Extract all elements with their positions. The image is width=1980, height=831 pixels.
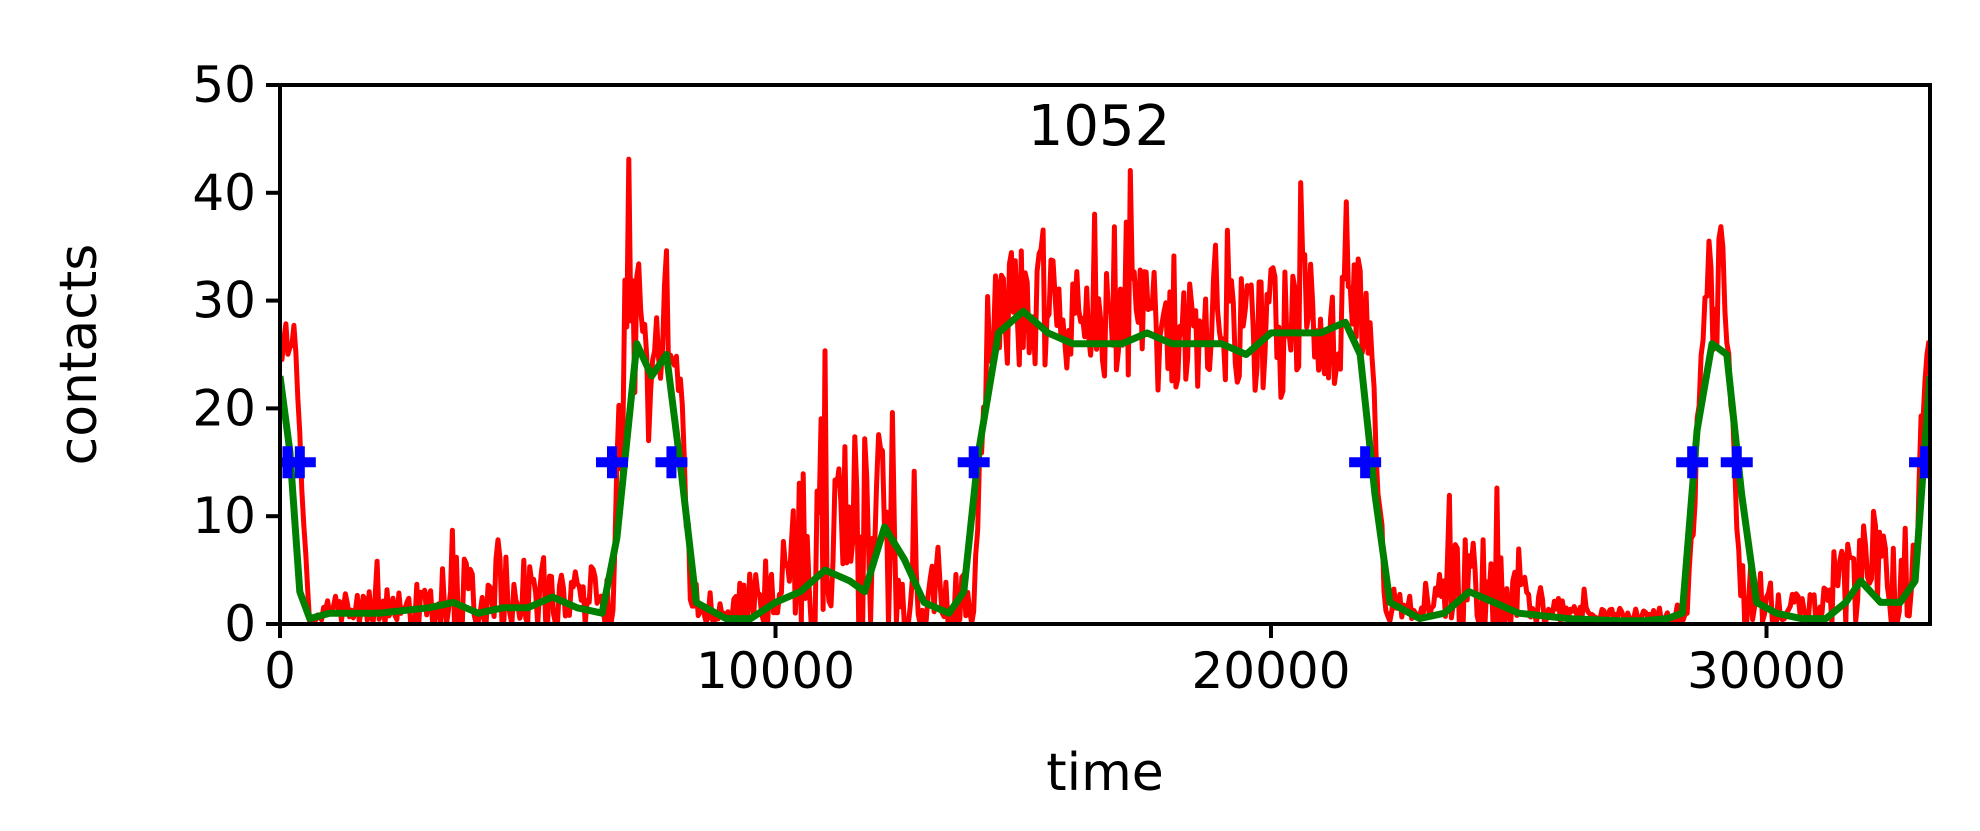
event-marker — [595, 446, 628, 479]
y-tick-label: 30 — [192, 272, 256, 330]
event-marker — [957, 446, 990, 479]
smoothed-contacts-series — [280, 307, 1930, 624]
event-marker — [1349, 446, 1382, 479]
axes-frame — [278, 83, 1932, 626]
event-marker — [655, 446, 688, 479]
raw-contacts-line — [280, 156, 1930, 624]
x-axis-label: time — [1046, 743, 1163, 803]
event-markers — [280, 446, 1930, 479]
plot-area — [280, 156, 1930, 624]
chart-title: 1052 — [1028, 94, 1171, 159]
x-tick-label: 30000 — [1687, 642, 1846, 700]
event-marker — [1909, 446, 1930, 479]
y-tick-label: 10 — [192, 487, 256, 545]
y-tick-label: 20 — [192, 379, 256, 437]
y-tick-label: 50 — [192, 56, 256, 114]
event-marker — [1676, 446, 1709, 479]
x-axis-ticks: 0 10000 20000 30000 — [264, 624, 1846, 700]
y-tick-label: 0 — [224, 595, 256, 653]
raw-contacts-series — [280, 156, 1930, 624]
event-marker — [1720, 446, 1753, 479]
event-marker — [283, 446, 316, 479]
x-tick-label: 20000 — [1191, 642, 1350, 700]
y-tick-label: 40 — [192, 164, 256, 222]
smoothed-contacts-line — [280, 307, 1930, 624]
x-tick-label: 0 — [264, 642, 296, 700]
y-axis-ticks: 0 10 20 30 40 50 — [192, 56, 280, 653]
y-axis-label: contacts — [49, 244, 109, 466]
x-tick-label: 10000 — [696, 642, 855, 700]
